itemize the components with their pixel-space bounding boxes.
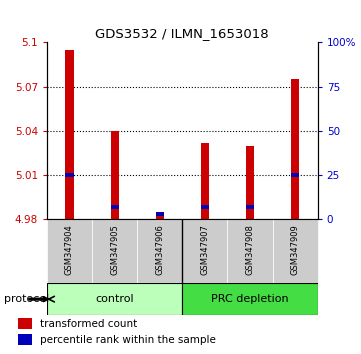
Bar: [201, 143, 209, 219]
Bar: [65, 173, 74, 177]
Bar: [137, 219, 182, 283]
Text: GSM347906: GSM347906: [155, 224, 164, 275]
Bar: [156, 212, 164, 219]
Bar: [182, 283, 318, 315]
Text: GSM347904: GSM347904: [65, 224, 74, 275]
Bar: [47, 283, 182, 315]
Bar: [110, 131, 119, 219]
Bar: [246, 146, 254, 219]
Text: percentile rank within the sample: percentile rank within the sample: [40, 335, 216, 344]
Bar: [246, 205, 254, 209]
Bar: [18, 334, 32, 346]
Title: GDS3532 / ILMN_1653018: GDS3532 / ILMN_1653018: [96, 27, 269, 40]
Bar: [65, 50, 74, 219]
Bar: [227, 219, 273, 283]
Bar: [47, 219, 92, 283]
Bar: [182, 219, 227, 283]
Bar: [156, 212, 164, 216]
Bar: [291, 79, 299, 219]
Text: GSM347905: GSM347905: [110, 224, 119, 275]
Text: control: control: [95, 294, 134, 304]
Bar: [201, 205, 209, 209]
Text: GSM347908: GSM347908: [245, 224, 255, 275]
Text: GSM347909: GSM347909: [291, 224, 300, 275]
Text: transformed count: transformed count: [40, 319, 137, 329]
Text: GSM347907: GSM347907: [200, 224, 209, 275]
Bar: [110, 205, 119, 209]
Text: protocol: protocol: [4, 294, 49, 304]
Bar: [273, 219, 318, 283]
Bar: [291, 173, 299, 177]
Bar: [92, 219, 137, 283]
Text: PRC depletion: PRC depletion: [211, 294, 289, 304]
Bar: [18, 318, 32, 329]
